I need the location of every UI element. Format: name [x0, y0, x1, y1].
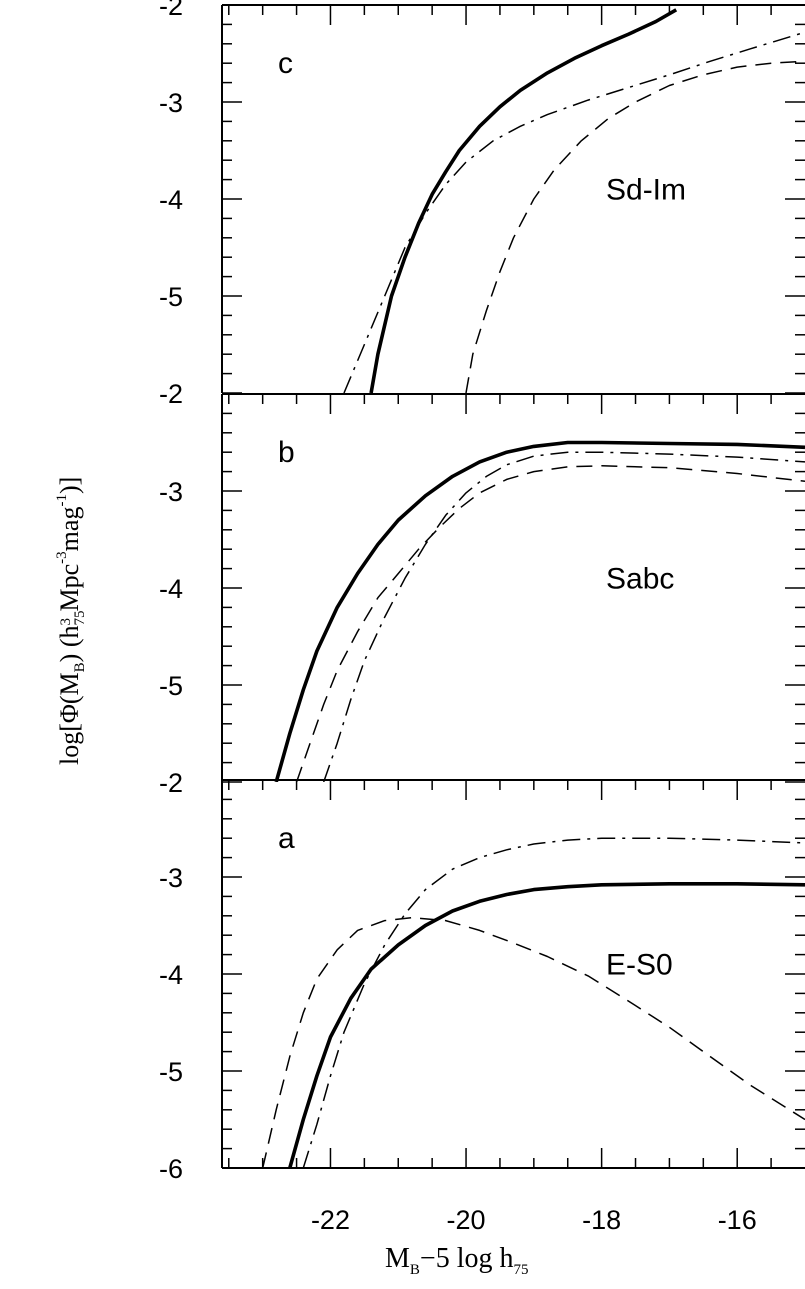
panel-letter: b: [278, 436, 295, 469]
y-tick-label: -5: [159, 1057, 183, 1087]
series-line-dashed: [465, 60, 805, 393]
panel-letter: a: [278, 822, 295, 855]
x-tick-label: -20: [447, 1205, 486, 1235]
y-tick-label: -5: [159, 282, 183, 312]
y-tick-label: -4: [159, 960, 183, 990]
series-line-dash-dot: [343, 31, 805, 393]
x-tick-label: -22: [311, 1205, 350, 1235]
svg-text:MB−5 log h75: MB−5 log h75: [385, 1243, 529, 1278]
galaxy-type-label: E-S0: [606, 948, 673, 981]
panel-a: -3 -4 -5 -6 -22 -20 -18 -16 a E-S0: [159, 779, 805, 1235]
series-line-dashed: [295, 465, 805, 782]
y-tick-label: -2: [159, 379, 183, 409]
panel-letter: c: [278, 47, 293, 80]
y-tick-label: -6: [159, 1154, 183, 1184]
x-tick-label: -16: [718, 1205, 757, 1235]
y-tick-label: -4: [159, 185, 183, 215]
y-tick-label: -3: [159, 863, 183, 893]
galaxy-type-label: Sabc: [606, 562, 674, 595]
y-tick-label: -3: [159, 88, 183, 118]
panel-b: -3 -4 -5 -2 b Sabc: [159, 393, 805, 798]
panel-c: -2 -3 -4 -5 -2 c Sd-Im: [159, 0, 805, 409]
series-line-dash-dot: [302, 837, 805, 1168]
x-axis-label: MB−5 log h75: [385, 1243, 529, 1278]
series-line-solid: [369, 8, 678, 393]
y-tick-label: -4: [159, 574, 183, 604]
y-tick-label: -2: [159, 768, 183, 798]
series-line-solid: [274, 440, 805, 782]
y-tick-label: -5: [159, 671, 183, 701]
series-line-solid: [288, 882, 805, 1168]
panels-layer: -2 -3 -4 -5 -2 c Sd-Im -3 -4 -5 -2 b Sabc -3 -4 -5 -6 -22…: [159, 0, 805, 1235]
y-tick-label: -3: [159, 477, 183, 507]
y-axis-label: log[Φ(MB) (h753 Mpc-3mag-1)]: [54, 477, 88, 765]
galaxy-type-label: Sd-Im: [606, 173, 686, 206]
series-line-dashed: [261, 916, 805, 1168]
svg-text:log[Φ(MB) (h753 Mpc-3mag-1)]: log[Φ(MB) (h753 Mpc-3mag-1)]: [54, 477, 88, 765]
series-line-dash-dot: [322, 451, 805, 782]
y-tick-label: -2: [159, 0, 183, 21]
x-tick-label: -18: [582, 1205, 621, 1235]
